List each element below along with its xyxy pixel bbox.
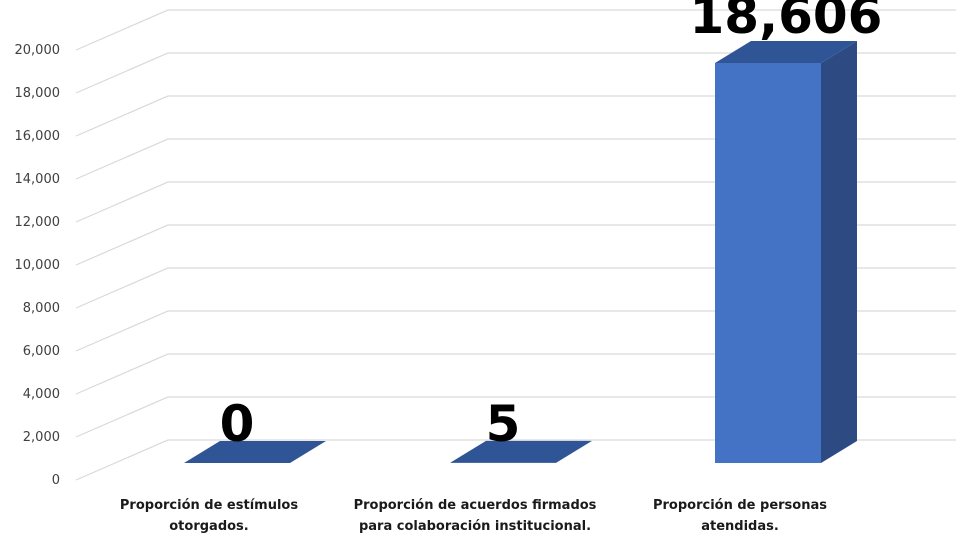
bar-top-face bbox=[184, 441, 326, 463]
y-tick-label: 14,000 bbox=[15, 172, 61, 187]
y-tick-label: 6,000 bbox=[23, 344, 60, 359]
y-tick-label: 18,000 bbox=[15, 86, 61, 101]
category-label: otorgados. bbox=[169, 519, 248, 534]
data-label: 0 bbox=[220, 395, 255, 453]
bar bbox=[184, 441, 326, 463]
y-tick-label: 10,000 bbox=[15, 258, 61, 273]
category-label: Proporción de estímulos bbox=[120, 498, 298, 513]
bar bbox=[715, 41, 857, 463]
category-label: para colaboración institucional. bbox=[359, 519, 591, 534]
bars bbox=[184, 41, 857, 463]
category-label: Proporción de personas bbox=[653, 498, 827, 513]
y-tick-label: 20,000 bbox=[15, 43, 61, 58]
category-label: atendidas. bbox=[701, 519, 779, 534]
bar-front-face bbox=[715, 63, 821, 463]
bar-top-face bbox=[450, 441, 592, 463]
category-label: Proporción de acuerdos firmados bbox=[354, 498, 597, 513]
y-tick-label: 16,000 bbox=[15, 129, 61, 144]
bar-side-face bbox=[821, 41, 857, 463]
y-axis-tick-labels: 0 2,000 4,000 6,000 8,000 10,000 12,000 14,000 1… bbox=[15, 43, 61, 488]
data-label: 5 bbox=[486, 395, 521, 453]
y-tick-label: 8,000 bbox=[23, 301, 60, 316]
y-tick-label: 0 bbox=[52, 473, 60, 488]
bar bbox=[450, 441, 592, 463]
y-tick-label: 2,000 bbox=[23, 430, 60, 445]
data-label: 18,606 bbox=[690, 0, 883, 45]
category-labels: Proporción de estímulos otorgados. Proporc… bbox=[120, 498, 827, 534]
y-tick-label: 4,000 bbox=[23, 387, 60, 402]
y-tick-label: 12,000 bbox=[15, 215, 61, 230]
